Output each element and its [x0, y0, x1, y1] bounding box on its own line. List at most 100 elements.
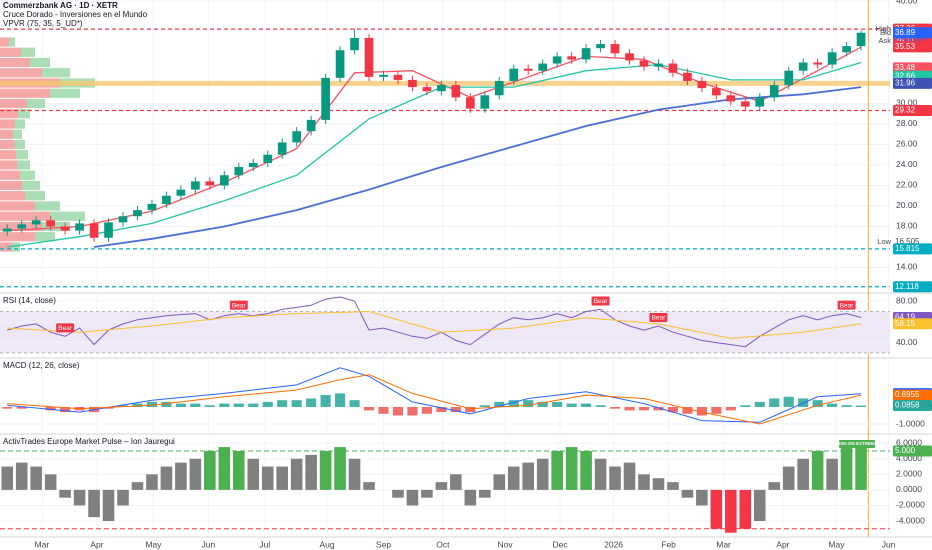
candle-body [668, 63, 678, 73]
value-label: 32.66 [895, 71, 916, 80]
histogram-bar [754, 401, 765, 407]
pulse-bar [146, 474, 158, 490]
volume-profile-down [0, 201, 35, 211]
volume-profile-up [12, 242, 20, 252]
histogram-bar [566, 403, 577, 407]
volume-profile-up [25, 191, 45, 201]
histogram-bar [407, 406, 418, 416]
y-tick-label: -2.0000 [896, 500, 925, 510]
candle-body [335, 50, 345, 78]
candle-body [60, 226, 70, 231]
candle-body [191, 181, 200, 190]
candle-body [2, 228, 12, 232]
histogram-bar [60, 406, 71, 413]
volume-profile-down [0, 119, 15, 129]
pulse-bar [261, 466, 274, 490]
histogram-bar [609, 406, 621, 409]
value-label: 33.48 [895, 63, 916, 72]
candle-body [523, 68, 533, 71]
value-label: 35.53 [895, 42, 916, 51]
annotation: Bear [840, 302, 855, 309]
histogram-bar [479, 405, 490, 407]
pulse-bar [753, 489, 766, 521]
pulse-bar [15, 462, 28, 490]
value-label: 16.505 [895, 237, 920, 246]
pulse-bar [421, 489, 433, 498]
value-label: 29.32 [895, 106, 916, 115]
pulse-bar [826, 458, 838, 490]
pulse-bar [175, 462, 187, 490]
candle-body [596, 44, 605, 49]
histogram-bar [306, 398, 317, 407]
volume-profile-up [35, 201, 60, 211]
value-label-box [893, 243, 932, 255]
histogram-bar [523, 400, 534, 407]
histogram-bar [233, 403, 244, 407]
pulse-bar [247, 458, 260, 490]
pulse-bar [319, 451, 332, 490]
candle-body [480, 95, 490, 109]
pulse-bar [565, 447, 578, 490]
histogram-bar [219, 403, 230, 407]
annotation-box [837, 300, 856, 310]
annotation: Bear [594, 298, 609, 305]
candle-body [364, 37, 374, 77]
y-tick-label: 40.00 [896, 0, 918, 5]
candle-body [162, 195, 171, 204]
volume-profile-down [0, 109, 18, 119]
volume-profile-up [16, 150, 28, 160]
pulse-bar [290, 458, 303, 490]
series-line [93, 86, 862, 248]
histogram-bar [624, 406, 635, 411]
pulse-bar [522, 462, 534, 490]
volume-profile-up [18, 109, 30, 119]
candle-body [408, 79, 417, 88]
pulse-bar [348, 458, 361, 490]
pulse-bar [218, 447, 231, 490]
pulse-bar [59, 489, 71, 498]
candle-body [842, 46, 851, 53]
histogram-bar [161, 401, 172, 407]
y-tick-label: 40.00 [896, 337, 918, 347]
histogram-bar [537, 401, 548, 407]
histogram-bar [190, 403, 201, 407]
candle-body [176, 189, 186, 196]
y-tick-label: 18.00 [896, 221, 918, 231]
histogram-bar [595, 405, 606, 407]
y-tick-label: 20.00 [896, 200, 918, 210]
indicator-title: VPVR (75, 35, 5_UD*) [3, 19, 83, 28]
histogram-bar [248, 403, 259, 407]
histogram-bar [363, 406, 375, 411]
volume-profile-up [9, 37, 15, 47]
y-tick-label: 4.0000 [896, 453, 922, 463]
pulse-bar [131, 482, 144, 490]
y-tick-label: -4.0000 [896, 515, 925, 525]
pulse-bar [464, 489, 477, 506]
annotation-box [649, 313, 668, 322]
x-tick-label: May [145, 539, 162, 549]
candle-body [509, 68, 519, 81]
volume-profile-up [20, 170, 35, 180]
histogram-bar [667, 406, 678, 413]
value-label-box [893, 27, 932, 39]
pulse-bar [536, 458, 549, 490]
pulse-bar [797, 458, 809, 490]
candle-body [567, 56, 576, 60]
x-tick-label: Apr [90, 539, 103, 549]
candle-body [538, 63, 548, 71]
pulse-bar [189, 458, 202, 490]
candle-body [784, 70, 794, 86]
volume-profile-down [0, 211, 50, 221]
value-label: 36.11 [895, 36, 915, 45]
price-tag: Bid [880, 28, 891, 37]
volume-profile-down [0, 180, 22, 191]
pulse-bar [73, 489, 86, 506]
candle-body [147, 203, 157, 211]
candle-body [654, 63, 663, 67]
value-label: 58.15 [895, 319, 916, 328]
candle-body [219, 175, 229, 186]
histogram-bar [392, 406, 404, 416]
value-label-box [893, 318, 932, 330]
pulse-bar [117, 489, 129, 506]
pulse-bar [305, 454, 317, 490]
